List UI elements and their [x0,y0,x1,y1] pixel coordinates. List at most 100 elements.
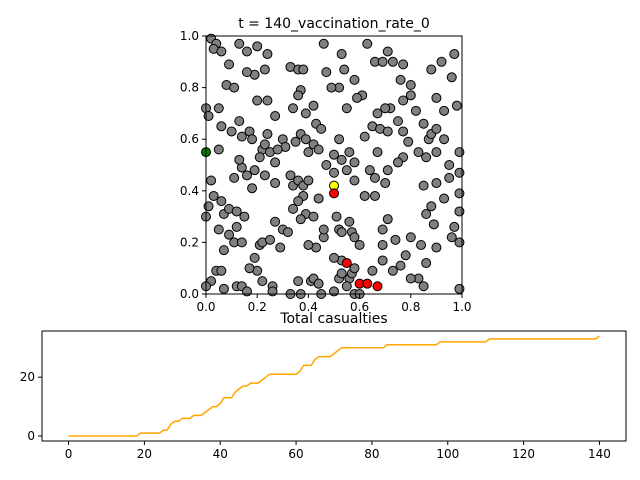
agent-point [449,221,460,232]
agent-point [369,172,380,183]
agent-point [387,265,398,276]
agent-point [426,201,437,212]
agent-point [454,283,465,294]
agent-point [213,103,224,114]
agent-point [352,92,363,103]
agent-point [241,46,252,57]
agent-point [431,242,442,253]
agent-point [241,286,252,297]
agent-point [213,144,224,155]
agent-point [336,268,347,279]
y-tick-label: 0.0 [180,287,199,301]
agent-point-infected [341,258,352,269]
agent-point [229,82,240,93]
agent-point [239,211,250,222]
agent-point [293,90,304,101]
agent-point [349,157,360,168]
x-tick-label: 0.8 [401,300,420,314]
agent-point [451,100,462,111]
agent-point [431,147,442,158]
y-tick-label: 0.4 [180,184,199,198]
agent-point [272,144,283,155]
scatter-points [201,33,465,299]
agent-point [290,136,301,147]
agent-point [226,126,237,137]
agent-point [336,49,347,60]
agent-point [293,196,304,207]
agent-point [326,82,337,93]
agent-point [380,103,391,114]
agent-point [229,172,240,183]
agent-point [349,74,360,85]
agent-point [295,214,306,225]
agent-point-infected [329,188,339,199]
x-tick-label: 80 [364,447,379,461]
agent-point [421,258,432,269]
agent-point [398,126,409,137]
agent-point [331,211,342,222]
agent-point [318,38,329,49]
agent-point [316,123,327,134]
agent-point [382,214,393,225]
agent-point [418,118,429,129]
agent-point [224,59,235,70]
agent-point [334,134,345,145]
agent-point [405,232,416,243]
x-tick-label: 120 [512,447,535,461]
x-tick-label: 0.6 [350,300,369,314]
agent-point [300,108,311,119]
agent-point [234,38,245,49]
agent-point [262,95,273,106]
agent-point [231,206,242,217]
scatter-title: t = 140_vaccination_rate_0 [238,16,430,32]
agent-point [252,95,263,106]
agent-point [216,46,227,57]
agent-point [285,170,296,181]
agent-point [344,147,355,158]
agent-point [377,239,388,250]
agent-point [303,175,314,186]
agent-point [349,263,360,274]
agent-point [236,237,247,248]
agent-point [308,100,319,111]
x-tick-label: 20 [137,447,152,461]
agent-point [257,276,268,287]
agent-point [436,56,447,67]
agent-point [428,219,439,230]
agent-point [313,193,324,204]
agent-point [249,252,260,263]
line-title: Total casualties [279,311,387,327]
agent-point [321,160,332,170]
agent-point [265,234,275,245]
y-tick-label: 20 [20,370,35,384]
x-tick-label: 0.2 [248,300,267,314]
scatter-x-ticks: 0.0 0.2 0.4 0.6 0.8 1.0 [196,294,472,314]
agent-point [416,239,427,250]
x-tick-label: 0.4 [299,300,318,314]
agent-point [216,196,227,207]
agent-point [393,157,403,168]
y-tick-label: 0.2 [180,235,199,249]
agent-point [426,64,437,75]
agent-point [293,276,304,287]
agent-point [444,160,455,170]
agent-point [300,134,311,145]
scatter-frame [205,35,463,295]
agent-point [213,224,224,235]
agent-point [259,139,270,150]
agent-point [454,237,465,248]
agent-point [249,165,260,176]
agent-point [395,260,406,271]
agent-point [313,144,324,155]
x-tick-label: 100 [436,447,459,461]
agent-point [247,183,258,194]
agent-point [454,167,465,178]
agent-point [224,229,235,240]
agent-point [377,224,388,235]
x-tick-label: 40 [213,447,228,461]
x-tick-label: 0 [65,447,73,461]
agent-point [247,134,258,145]
agent-point [405,273,416,284]
agent-point [336,154,347,165]
